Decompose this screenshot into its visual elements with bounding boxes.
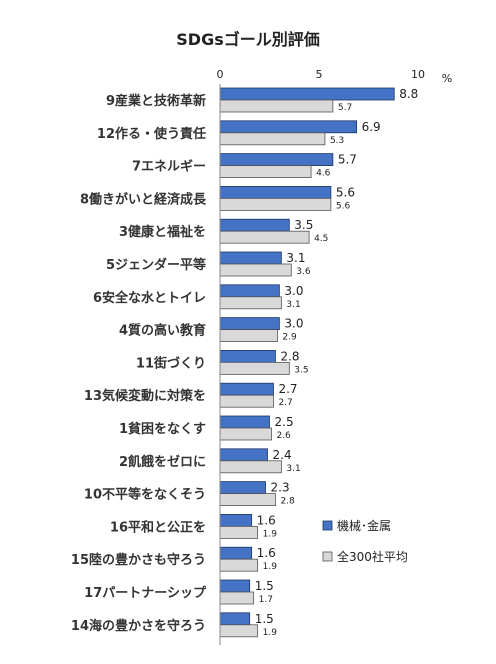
bar-series-2 [219, 263, 292, 277]
bar-series-1 [219, 448, 268, 462]
data-label-series-1: 1.5 [255, 612, 274, 626]
category-label: 13気候変動に対策を [84, 388, 206, 404]
bar-series-1 [219, 514, 253, 527]
category-label: 8働きがいと経済成長 [80, 191, 207, 207]
bar-series-1 [219, 218, 290, 232]
data-label-series-2: 3.6 [296, 267, 311, 277]
legend: 機械･金属 全300社平均 [322, 518, 408, 564]
bar-series-2 [219, 361, 290, 375]
category-label: 10不平等をなくそう [84, 487, 206, 503]
bar-series-1 [219, 120, 358, 134]
data-label-series-1: 3.0 [284, 317, 303, 331]
category-label: 6安全な水とトイレ [93, 290, 206, 306]
bar-series-2 [219, 493, 276, 507]
data-label-series-1: 1.6 [257, 546, 276, 560]
data-label-series-2: 2.9 [282, 333, 297, 343]
bar-series-2 [219, 624, 259, 638]
legend-label-series-2: 全300社平均 [337, 549, 408, 564]
bar-series-2 [219, 132, 326, 146]
category-label: 14海の豊かさを守ろう [71, 618, 206, 634]
category-label: 11街づくり [136, 355, 206, 371]
data-label-series-2: 2.8 [280, 497, 295, 507]
category-label: 9産業と技術革新 [106, 93, 206, 109]
data-label-series-2: 1.7 [259, 595, 273, 605]
bar-series-1 [219, 382, 274, 396]
data-label-series-1: 1.6 [257, 513, 276, 527]
bar-series-1 [219, 415, 270, 429]
bar-series-2 [219, 591, 255, 605]
data-label-series-2: 2.7 [278, 398, 292, 408]
bar-series-1 [219, 153, 334, 167]
data-label-series-2: 3.1 [286, 300, 300, 310]
category-label: 1貧困をなくす [119, 421, 206, 437]
legend-swatch-series-2 [322, 551, 333, 562]
bar-series-1 [219, 317, 280, 331]
x-tick-label: 5 [316, 68, 323, 81]
data-label-series-1: 5.7 [338, 153, 357, 167]
data-label-series-1: 2.8 [280, 349, 299, 363]
category-label: 16平和と公正を [110, 519, 206, 535]
category-label: 2飢餓をゼロに [119, 454, 206, 470]
bar-series-2 [219, 460, 282, 474]
unit-label: % [442, 72, 452, 85]
category-label: 5ジェンダー平等 [106, 257, 206, 273]
bar-series-2 [219, 99, 334, 113]
bar-series-2 [219, 197, 332, 211]
bar-series-1 [219, 87, 395, 101]
bar-series-1 [219, 546, 253, 560]
x-tick-label: 10 [411, 68, 425, 81]
bar-series-1 [219, 481, 266, 495]
data-label-series-1: 3.1 [286, 251, 305, 265]
data-label-series-2: 5.7 [338, 103, 352, 113]
data-label-series-2: 5.6 [336, 201, 351, 211]
data-label-series-2: 2.6 [276, 431, 291, 441]
bar-series-2 [219, 296, 282, 310]
legend-label-series-1: 機械･金属 [337, 518, 391, 533]
data-label-series-1: 2.5 [275, 415, 294, 429]
data-label-series-1: 2.7 [278, 382, 297, 396]
data-label-series-1: 1.5 [255, 579, 274, 593]
bar-series-2 [219, 558, 259, 572]
data-label-series-2: 1.9 [263, 529, 278, 539]
data-label-series-1: 5.6 [336, 185, 355, 199]
category-label: 4質の高い教育 [119, 323, 206, 339]
data-label-series-1: 2.3 [271, 481, 290, 495]
data-label-series-1: 3.5 [294, 218, 313, 232]
bar-series-2 [219, 394, 274, 408]
bar-series-2 [219, 230, 310, 244]
data-label-series-1: 2.4 [273, 448, 292, 462]
bar-series-1 [219, 185, 332, 199]
bar-series-1 [219, 349, 276, 363]
bar-series-1 [219, 612, 251, 626]
category-label: 15陸の豊かさも守ろう [71, 552, 206, 568]
data-label-series-2: 3.1 [286, 464, 300, 474]
data-label-series-1: 3.0 [284, 284, 303, 298]
category-label: 17パートナーシップ [84, 586, 207, 601]
data-label-series-2: 3.5 [294, 365, 308, 375]
bar-series-1 [219, 284, 280, 298]
data-label-series-2: 4.6 [316, 169, 331, 179]
data-label-series-1: 8.8 [399, 87, 418, 101]
bar-series-1 [219, 251, 282, 265]
bar-series-2 [219, 329, 278, 343]
legend-swatch-series-1 [322, 520, 333, 531]
bar-series-2 [219, 526, 259, 539]
data-label-series-1: 6.9 [362, 120, 381, 134]
category-label: 12作る・使う責任 [97, 126, 206, 142]
data-label-series-2: 1.9 [263, 562, 278, 572]
data-label-series-2: 5.3 [330, 136, 344, 146]
chart-title: SDGsゴール別評価 [176, 30, 319, 49]
category-label: 3健康と福祉を [119, 224, 206, 240]
bar-series-1 [219, 579, 251, 593]
x-tick-label: 0 [217, 68, 224, 81]
bar-series-2 [219, 165, 312, 179]
data-label-series-2: 1.9 [263, 628, 278, 638]
bar-series-2 [219, 427, 272, 441]
data-label-series-2: 4.5 [314, 234, 328, 244]
category-label: 7エネルギー [132, 159, 206, 175]
